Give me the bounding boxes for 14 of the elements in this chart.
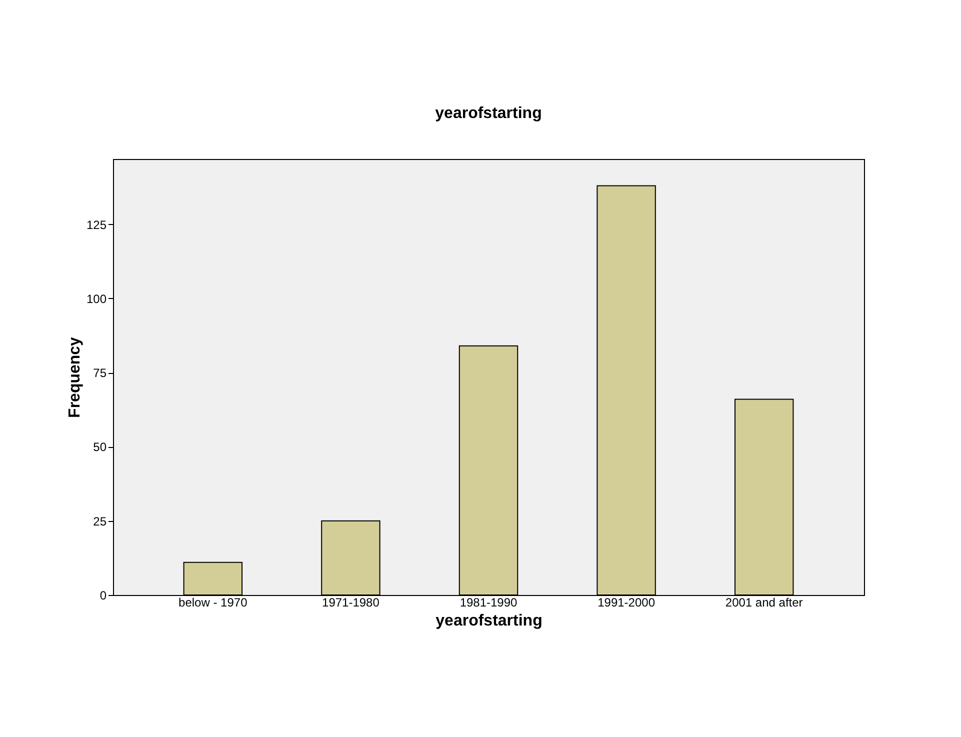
y-tick-label: 100 [86,292,107,306]
x-tick-label: below - 1970 [178,596,248,610]
x-tick-label: 1981-1990 [460,596,518,610]
y-tick-label: 25 [93,514,107,528]
chart-title: yearofstarting [435,105,542,122]
y-axis-title: Frequency [66,336,84,418]
y-tick-label: 125 [86,218,107,232]
y-tick-label: 0 [100,588,107,602]
x-tick-label: 1971-1980 [322,596,380,610]
x-tick-label: 1991-2000 [598,596,656,610]
y-tick-label: 50 [93,440,107,454]
y-tick-label: 75 [93,366,107,380]
x-tick-label: 2001 and after [725,596,803,610]
x-axis-title: yearofstarting [436,612,542,630]
